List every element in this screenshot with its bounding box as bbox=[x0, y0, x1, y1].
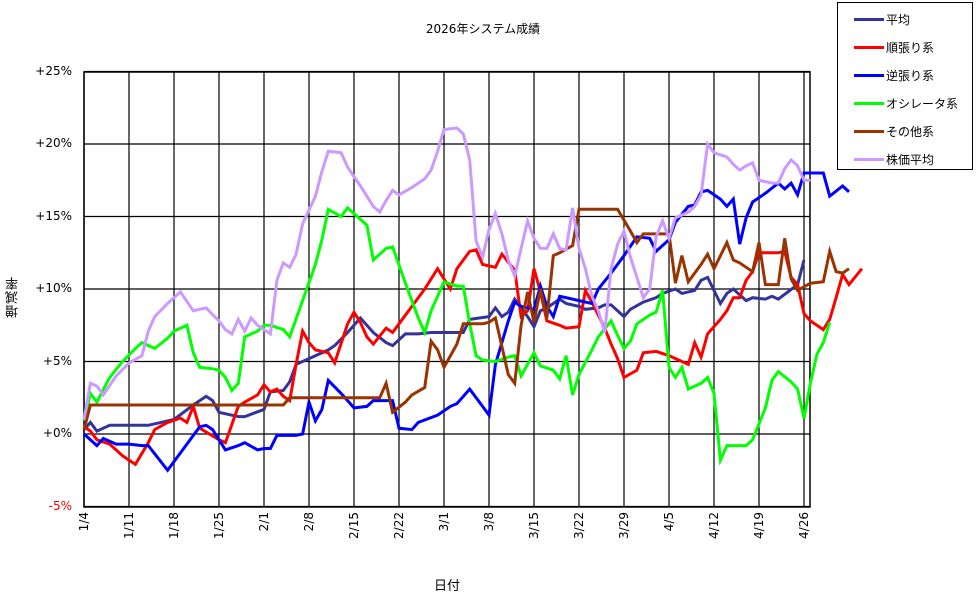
y-tick-label: +5% bbox=[42, 353, 72, 368]
series-line bbox=[82, 259, 806, 433]
legend-swatch bbox=[854, 129, 884, 133]
x-tick-label: 3/29 bbox=[617, 512, 631, 539]
legend-label: その他系 bbox=[886, 124, 935, 139]
x-tick-label: 3/15 bbox=[527, 512, 541, 539]
legend-label: 逆張り系 bbox=[886, 68, 935, 83]
legend-item: オシレータ系 bbox=[854, 93, 958, 113]
x-tick-label: 1/4 bbox=[77, 512, 91, 532]
series-line bbox=[82, 126, 811, 420]
legend-item: 株価平均 bbox=[854, 149, 934, 169]
y-tick-label: +15% bbox=[35, 208, 72, 223]
x-tick-label: 1/11 bbox=[122, 512, 136, 539]
chart-title: 2026年システム成績 bbox=[425, 22, 541, 36]
x-tick-label: 2/1 bbox=[257, 512, 271, 532]
x-tick-label: 3/1 bbox=[437, 512, 451, 532]
y-axis-title: 増減率 bbox=[6, 276, 21, 318]
y-tick-label: +25% bbox=[35, 63, 72, 78]
y-tick-label: +10% bbox=[35, 281, 72, 295]
series-lines bbox=[82, 126, 864, 473]
x-tick-label: 4/12 bbox=[707, 512, 721, 539]
legend-swatch bbox=[854, 45, 884, 49]
x-axis-title: 日付 bbox=[434, 579, 461, 594]
legend-label: 順張り系 bbox=[886, 40, 935, 55]
legend-label: 平均 bbox=[886, 12, 911, 27]
x-tick-label: 4/5 bbox=[662, 512, 676, 532]
x-tick-label: 1/25 bbox=[212, 512, 226, 539]
series-line bbox=[82, 207, 850, 430]
legend-item: その他系 bbox=[854, 121, 934, 141]
x-tick-label: 4/19 bbox=[752, 512, 766, 539]
legend-item: 順張り系 bbox=[854, 37, 934, 57]
legend-item: 逆張り系 bbox=[854, 65, 934, 85]
legend-swatch bbox=[854, 73, 884, 77]
x-tick-label: 2/15 bbox=[347, 512, 361, 539]
y-tick-label: +0% bbox=[42, 426, 72, 440]
x-tick-label: 1/18 bbox=[167, 512, 181, 539]
legend-swatch bbox=[854, 101, 884, 105]
legend-swatch bbox=[854, 157, 884, 161]
legend-swatch bbox=[854, 17, 884, 21]
x-tick-label: 4/26 bbox=[797, 512, 811, 539]
legend-label: オシレータ系 bbox=[886, 96, 959, 111]
chart-legend: 平均順張り系逆張り系オシレータ系 その他系株価平均 bbox=[837, 2, 973, 170]
y-tick-label: -5% bbox=[48, 498, 72, 513]
x-tick-label: 3/8 bbox=[482, 512, 496, 532]
y-tick-label: +20% bbox=[35, 136, 72, 150]
legend-item: 平均 bbox=[854, 9, 910, 29]
x-tick-label: 2/8 bbox=[302, 512, 316, 532]
x-tick-label: 3/22 bbox=[572, 512, 586, 539]
series-line bbox=[82, 171, 851, 473]
x-tick-label: 2/22 bbox=[392, 512, 406, 539]
legend-label: 株価平均 bbox=[886, 152, 935, 167]
series-line bbox=[82, 205, 832, 466]
